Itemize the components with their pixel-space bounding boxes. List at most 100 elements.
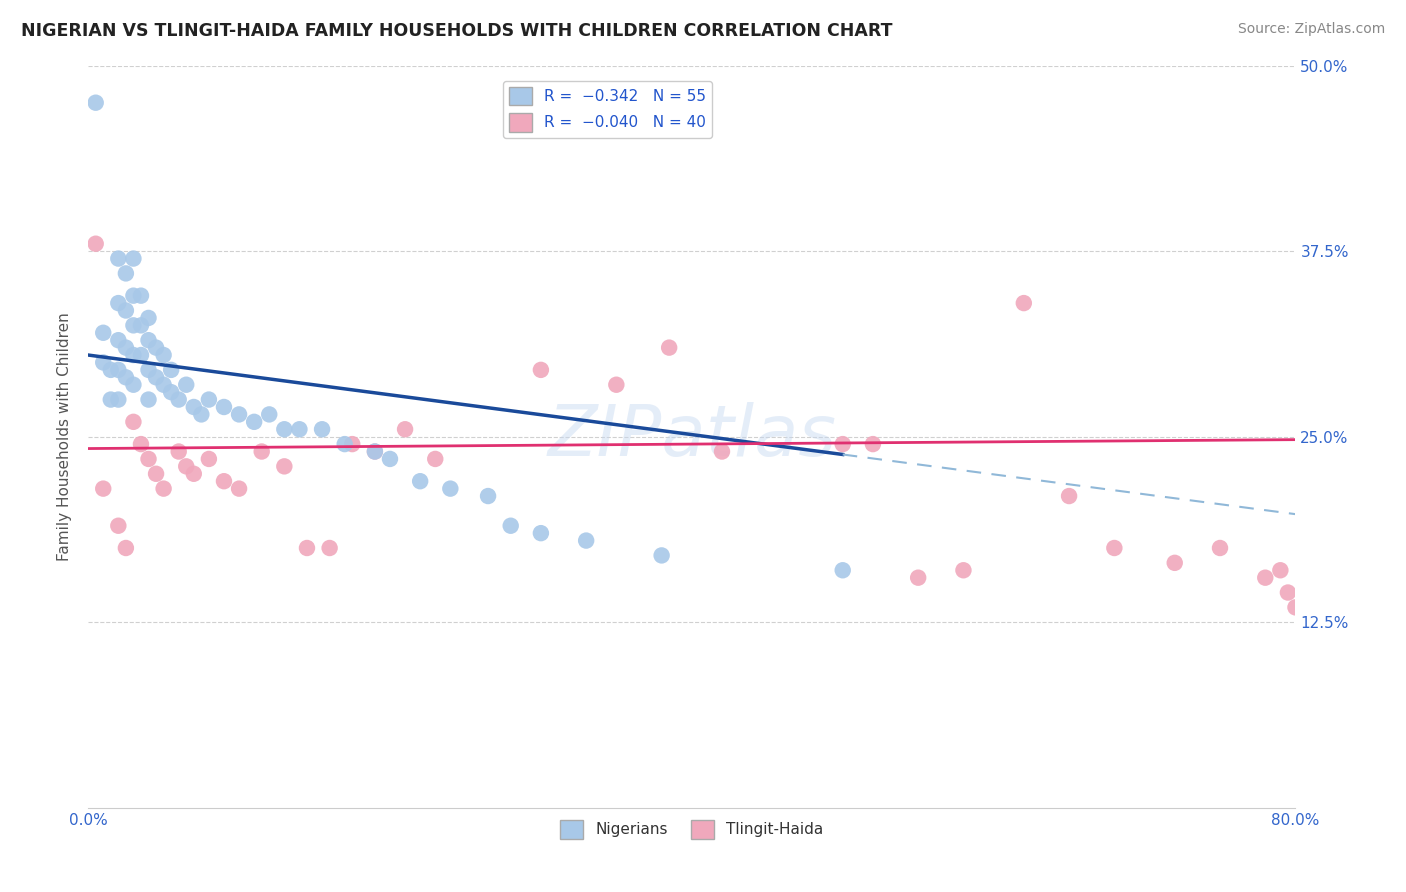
Point [122,348,145,362]
Point [107,333,129,347]
Point [257,408,280,422]
Point [183,400,205,414]
Point [100,392,122,407]
Point [1209,541,1232,555]
Point [107,363,129,377]
Point [145,370,167,384]
Point [91,482,114,496]
Point [138,310,160,325]
Point [122,252,145,266]
Point [115,370,138,384]
Point [115,541,138,555]
Point [831,437,853,451]
Point [273,422,295,436]
Point [1254,571,1277,585]
Point [333,437,356,451]
Point [122,415,145,429]
Point [174,459,197,474]
Y-axis label: Family Households with Children: Family Households with Children [58,312,72,561]
Point [84,236,107,251]
Point [107,518,129,533]
Point [228,482,250,496]
Point [160,385,183,400]
Point [115,341,138,355]
Point [1270,563,1292,577]
Point [145,467,167,481]
Point [152,482,174,496]
Point [228,408,250,422]
Point [160,363,183,377]
Point [530,526,553,541]
Point [122,377,145,392]
Point [311,422,333,436]
Text: Source: ZipAtlas.com: Source: ZipAtlas.com [1237,22,1385,37]
Point [288,422,311,436]
Point [1012,296,1035,310]
Point [138,452,160,467]
Point [152,377,174,392]
Point [129,288,152,302]
Point [243,415,266,429]
Point [91,326,114,340]
Point [122,288,145,302]
Point [129,318,152,333]
Point [605,377,627,392]
Point [1277,585,1299,599]
Point [115,303,138,318]
Point [129,437,152,451]
Point [1164,556,1187,570]
Point [152,348,174,362]
Point [138,363,160,377]
Point [295,541,318,555]
Point [250,444,273,458]
Point [318,541,340,555]
Point [107,296,129,310]
Point [138,392,160,407]
Text: ZIPatlas: ZIPatlas [547,402,837,471]
Point [167,392,190,407]
Point [499,518,522,533]
Point [167,444,190,458]
Point [658,341,681,355]
Point [100,363,122,377]
Point [91,355,114,369]
Point [1104,541,1126,555]
Point [409,474,432,488]
Point [831,563,853,577]
Point [364,444,387,458]
Point [212,400,235,414]
Point [907,571,929,585]
Point [138,333,160,347]
Point [394,422,416,436]
Text: NIGERIAN VS TLINGIT-HAIDA FAMILY HOUSEHOLDS WITH CHILDREN CORRELATION CHART: NIGERIAN VS TLINGIT-HAIDA FAMILY HOUSEHO… [21,22,893,40]
Point [107,392,129,407]
Point [1284,600,1306,615]
Point [425,452,447,467]
Point [1057,489,1080,503]
Point [183,467,205,481]
Point [190,408,212,422]
Point [115,267,138,281]
Point [364,444,387,458]
Point [122,318,145,333]
Point [212,474,235,488]
Point [107,252,129,266]
Point [439,482,461,496]
Point [198,392,221,407]
Point [145,341,167,355]
Point [174,377,197,392]
Legend: Nigerians, Tlingit-Haida: Nigerians, Tlingit-Haida [554,814,830,845]
Point [477,489,499,503]
Point [575,533,598,548]
Point [952,563,974,577]
Point [862,437,884,451]
Point [129,348,152,362]
Point [342,437,364,451]
Point [198,452,221,467]
Point [273,459,295,474]
Point [651,549,673,563]
Point [378,452,401,467]
Point [530,363,553,377]
Point [84,95,107,110]
Point [711,444,734,458]
